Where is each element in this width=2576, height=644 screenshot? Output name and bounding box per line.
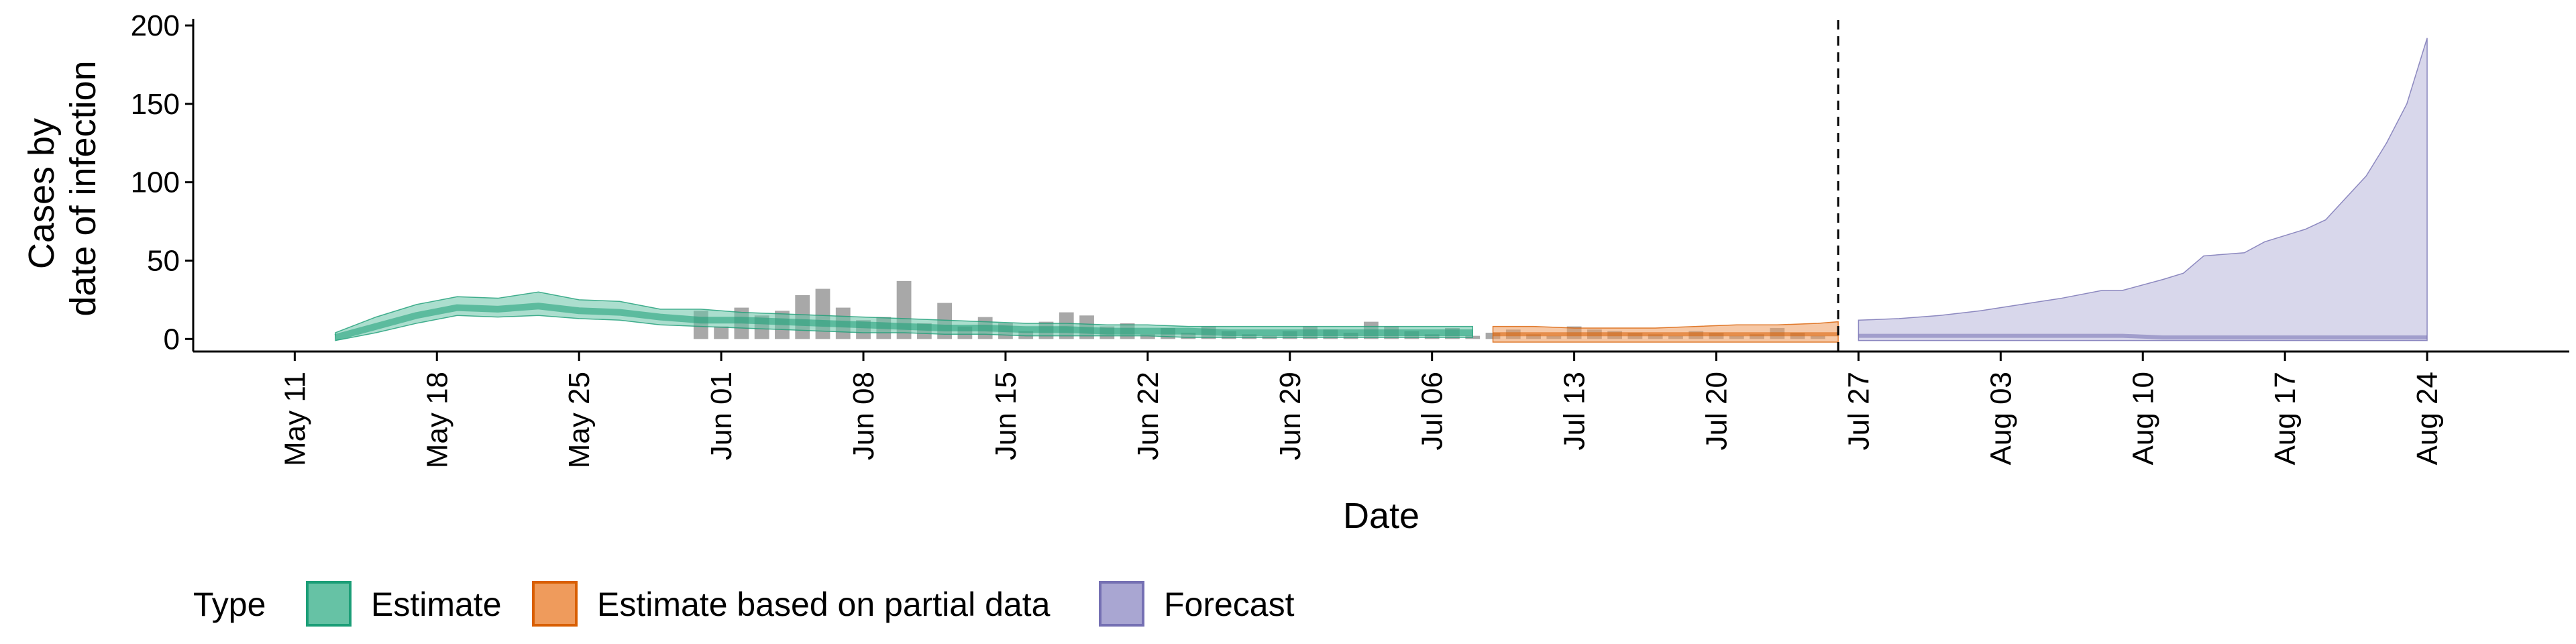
y-axis-title-line-2: date of infection — [63, 60, 103, 316]
x-tick-label: Jul 13 — [1558, 372, 1591, 450]
y-axis-title: Cases by date of infection — [21, 60, 103, 316]
x-tick-label: Jul 27 — [1842, 372, 1875, 450]
x-tick-label: Jun 22 — [1132, 372, 1165, 460]
observed-bar — [714, 326, 729, 339]
y-tick-label: 0 — [164, 323, 180, 356]
legend-key — [532, 581, 578, 627]
y-tick-label: 100 — [131, 166, 180, 199]
legend-label: Estimate — [371, 586, 502, 623]
series-median-line — [334, 303, 1473, 341]
legend-key — [306, 581, 352, 627]
x-tick-label: Jun 29 — [1274, 372, 1307, 460]
x-axis-title: Date — [1343, 496, 1419, 536]
x-tick-label: May 25 — [563, 372, 596, 468]
legend-title: Type — [193, 586, 266, 623]
x-tick-label: Jul 06 — [1416, 372, 1449, 450]
y-axis-title-line-1: Cases by — [21, 118, 62, 269]
estimate-bands-layer — [334, 38, 2428, 343]
y-tick-label: 200 — [131, 9, 180, 42]
x-tick-label: Jun 08 — [847, 372, 880, 460]
x-tick-label: Aug 24 — [2411, 372, 2444, 465]
x-tick-label: Jun 01 — [705, 372, 738, 460]
x-tick-label: May 11 — [278, 372, 311, 466]
legend-label: Estimate based on partial data — [597, 586, 1051, 623]
x-tick-label: May 18 — [421, 372, 453, 468]
x-tick-label: Aug 17 — [2269, 372, 2302, 465]
legend-label: Forecast — [1164, 586, 1295, 623]
axes-layer: 0 50 100 150 200 May 11 May 18 May 25 Jun 01 Jun … — [131, 9, 2569, 468]
y-tick-label: 150 — [131, 88, 180, 121]
observed-bar — [1140, 334, 1155, 339]
x-tick-label: Jun 15 — [989, 372, 1022, 460]
series-band — [1858, 38, 2428, 341]
x-tick-label: Aug 10 — [2127, 372, 2159, 465]
y-tick-label: 50 — [147, 244, 180, 277]
series-band — [1492, 321, 1839, 343]
series-median-line — [1858, 333, 2428, 339]
legend-key — [1099, 581, 1144, 627]
x-tick-label: Jul 20 — [1701, 372, 1733, 450]
x-tick-label: Aug 03 — [1984, 372, 2017, 465]
legend: Type Estimate Estimate based on partial d… — [193, 581, 1295, 627]
